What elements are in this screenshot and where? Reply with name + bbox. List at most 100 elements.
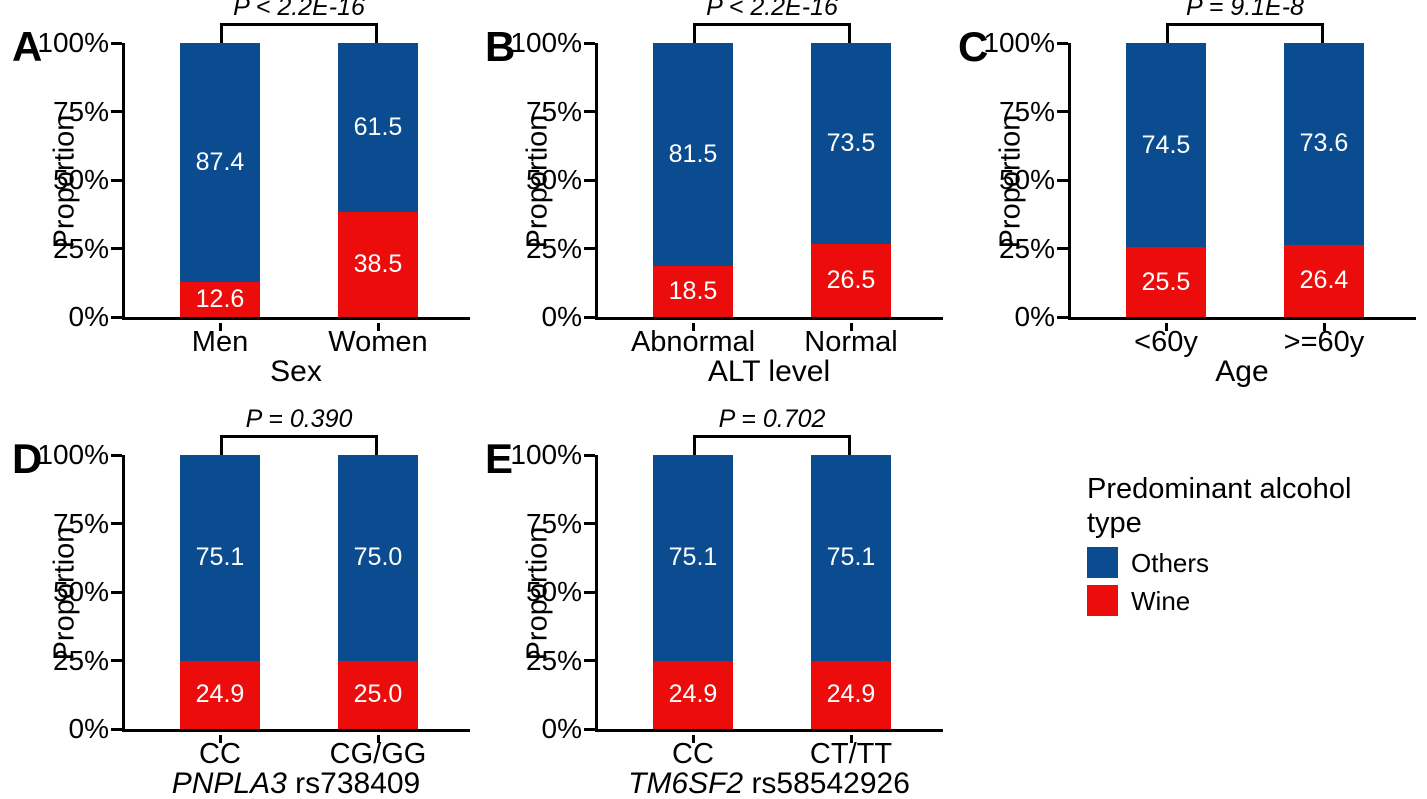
bar-segment-others: 73.5	[811, 43, 891, 245]
x-axis-tick	[691, 735, 695, 743]
x-axis-title-italic: PNPLA3	[171, 767, 287, 799]
x-axis-title-text: Sex	[270, 355, 322, 388]
bar-value-label: 24.9	[826, 680, 876, 709]
bar-segment-wine: 24.9	[811, 660, 891, 729]
y-tick-label: 75%	[525, 95, 582, 127]
bar-segment-others: 87.4	[180, 43, 260, 283]
bar-segment-wine: 26.4	[1284, 244, 1364, 317]
y-axis-tick	[584, 110, 595, 113]
y-axis-tick	[111, 727, 122, 731]
panel-a: A Proportion P < 2.2E-16 0% 25% 50% 75% 100%…	[0, 0, 473, 400]
y-tick-label: 50%	[525, 576, 582, 607]
bar-value-label: 75.1	[668, 543, 718, 572]
panel-letter: E	[485, 435, 514, 482]
significance-bracket	[220, 435, 378, 455]
y-axis-tick	[1057, 110, 1068, 113]
bar-segment-others: 75.1	[811, 455, 891, 661]
bar-segment-others: 75.1	[180, 455, 260, 661]
panel-letter: C	[958, 23, 989, 70]
y-axis-tick	[1057, 247, 1068, 250]
y-tick-label: 75%	[52, 95, 109, 127]
y-tick-label: 75%	[525, 507, 582, 539]
bar-value-label: 26.4	[1299, 266, 1349, 295]
y-tick-label: 25%	[52, 232, 109, 264]
bar-segment-others: 75.1	[653, 455, 733, 661]
y-axis-tick	[584, 659, 595, 662]
bar-value-label: 73.6	[1299, 129, 1349, 158]
bar-segment-wine: 38.5	[338, 211, 418, 317]
y-axis-tick	[111, 110, 122, 113]
y-axis-tick	[1057, 178, 1068, 182]
x-tick-label: Women	[328, 326, 428, 358]
bar-value-label: 75.0	[353, 543, 403, 572]
x-axis-title: Sex	[122, 356, 470, 388]
stacked-bar--60y: 74.5 25.5	[1126, 43, 1206, 317]
p-value-label: P < 2.2E-16	[706, 0, 838, 21]
x-axis-tick	[1164, 323, 1168, 331]
x-tick-label: <60y	[1134, 326, 1198, 358]
p-value-label: P = 0.702	[718, 405, 826, 433]
stacked-bar-normal: 73.5 26.5	[811, 43, 891, 317]
x-tick-label: CC	[199, 738, 241, 770]
panel-letter: D	[12, 435, 43, 482]
y-tick-label: 0%	[541, 713, 582, 744]
bar-value-label: 61.5	[353, 112, 403, 141]
x-axis-tick	[218, 735, 222, 743]
bar-value-label: 75.1	[195, 543, 245, 572]
y-tick-label: 100%	[983, 27, 1055, 58]
y-tick-label: 0%	[1014, 301, 1055, 332]
x-axis-tick	[691, 323, 695, 331]
y-axis-tick	[584, 453, 595, 457]
bar-value-label: 24.9	[668, 680, 718, 709]
y-tick-label: 25%	[525, 232, 582, 264]
x-tick-label: CT/TT	[809, 738, 893, 770]
y-axis-tick	[1057, 41, 1068, 45]
y-axis-tick	[584, 41, 595, 45]
y-tick-label: 100%	[37, 439, 109, 470]
x-axis-tick	[376, 735, 380, 743]
x-tick-label: Men	[191, 326, 249, 358]
bar-value-label: 18.5	[668, 277, 718, 306]
bar-value-label: 81.5	[668, 140, 718, 169]
p-value-label: P < 2.2E-16	[233, 0, 365, 21]
bar-segment-wine: 18.5	[653, 266, 733, 317]
bar-value-label: 74.5	[1141, 130, 1191, 159]
y-axis-tick	[111, 315, 122, 319]
bar-value-label: 73.5	[826, 129, 876, 158]
legend-item-label: Others	[1131, 547, 1210, 578]
significance-bracket	[693, 23, 851, 43]
x-axis-tick	[849, 323, 853, 331]
x-axis-title: TM6SF2 rs58542926	[595, 768, 943, 799]
panel-e: E Proportion P = 0.702 0% 25% 50% 75% 100% 75…	[473, 406, 946, 799]
x-axis-title-italic: TM6SF2	[628, 767, 744, 799]
panel-letter: A	[12, 23, 43, 70]
bar-value-label: 38.5	[353, 249, 403, 278]
y-tick-label: 75%	[52, 507, 109, 539]
significance-bracket	[220, 23, 378, 43]
y-axis-tick	[111, 453, 122, 457]
others-color-swatch	[1087, 547, 1118, 578]
y-axis-tick	[1057, 315, 1068, 319]
stacked-bar-cc: 75.1 24.9	[653, 455, 733, 729]
panel-b: B Proportion P < 2.2E-16 0% 25% 50% 75% 100%…	[473, 0, 946, 400]
plot-area: P = 9.1E-8 0% 25% 50% 75% 100% 74.5 25.5 <60y 73…	[983, 0, 1416, 357]
y-tick-label: 100%	[510, 439, 582, 470]
significance-bracket	[1166, 23, 1324, 43]
y-tick-label: 75%	[998, 95, 1055, 127]
bar-value-label: 75.1	[826, 543, 876, 572]
bar-segment-others: 73.6	[1284, 43, 1364, 245]
stacked-bar-ct-tt: 75.1 24.9	[811, 455, 891, 729]
y-tick-label: 25%	[998, 232, 1055, 264]
y-tick-label: 50%	[525, 164, 582, 195]
panel-letter: B	[485, 23, 516, 70]
stacked-bar-cg-gg: 75.0 25.0	[338, 455, 418, 729]
stacked-bar-women: 61.5 38.5	[338, 43, 418, 317]
bar-segment-wine: 24.9	[180, 660, 260, 729]
stacked-bar--60y: 73.6 26.4	[1284, 43, 1364, 317]
legend-item-wine: Wine	[1087, 585, 1417, 616]
x-axis-title: ALT level	[595, 356, 943, 388]
stacked-bar-abnormal: 81.5 18.5	[653, 43, 733, 317]
legend: Predominant alcohol type Others Wine	[1087, 472, 1417, 616]
bar-value-label: 25.0	[353, 680, 403, 709]
y-tick-label: 0%	[68, 301, 109, 332]
